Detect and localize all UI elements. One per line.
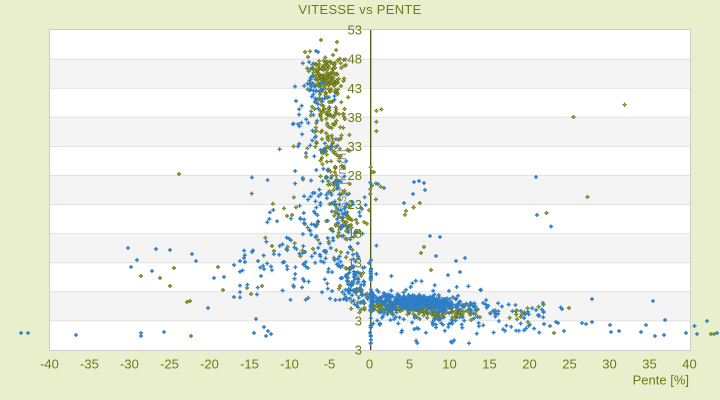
svg-text:-10: -10 bbox=[280, 357, 299, 372]
svg-text:3: 3 bbox=[355, 314, 362, 329]
svg-text:-30: -30 bbox=[120, 357, 139, 372]
svg-text:53: 53 bbox=[348, 23, 362, 38]
svg-text:5: 5 bbox=[406, 357, 413, 372]
svg-text:15: 15 bbox=[482, 357, 496, 372]
svg-text:VITESSE vs PENTE: VITESSE vs PENTE bbox=[298, 2, 421, 17]
svg-text:48: 48 bbox=[348, 52, 362, 67]
svg-text:20: 20 bbox=[522, 357, 536, 372]
svg-text:28: 28 bbox=[348, 168, 362, 183]
svg-text:Pente [%]: Pente [%] bbox=[633, 373, 689, 388]
svg-text:-15: -15 bbox=[240, 357, 259, 372]
svg-text:3: 3 bbox=[355, 343, 362, 358]
svg-text:10: 10 bbox=[442, 357, 456, 372]
svg-text:-20: -20 bbox=[200, 357, 219, 372]
svg-text:-25: -25 bbox=[160, 357, 179, 372]
svg-text:0: 0 bbox=[366, 357, 373, 372]
svg-text:43: 43 bbox=[348, 81, 362, 96]
svg-text:30: 30 bbox=[602, 357, 616, 372]
svg-text:-35: -35 bbox=[80, 357, 99, 372]
svg-text:38: 38 bbox=[348, 110, 362, 125]
svg-text:-5: -5 bbox=[324, 357, 336, 372]
svg-text:25: 25 bbox=[562, 357, 576, 372]
svg-text:35: 35 bbox=[642, 357, 656, 372]
svg-text:40: 40 bbox=[682, 357, 696, 372]
svg-text:-40: -40 bbox=[40, 357, 59, 372]
